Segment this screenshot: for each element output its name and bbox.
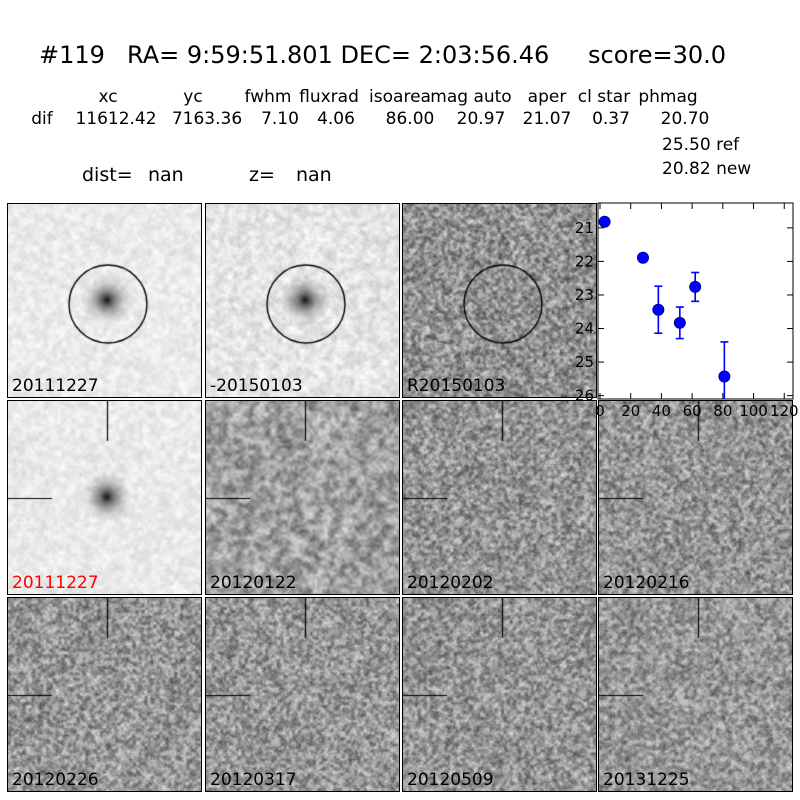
candidate-coords: RA= 9:59:51.801 DEC= 2:03:56.46 (127, 41, 550, 69)
value-phmag-dif: 20.70 (660, 109, 710, 129)
value-mag-auto: 20.97 (456, 109, 506, 129)
stamp-date-label: 20131225 (603, 770, 690, 790)
z-value: nan (296, 164, 332, 186)
phmag-new-value: 20.82 (662, 159, 711, 179)
stamp-diff-20120226: 20120226 (7, 597, 202, 792)
col-header-fwhm: fwhm (244, 87, 292, 107)
stamp-diff-20111227: 20111227 (7, 400, 202, 595)
z-label: z= (249, 164, 275, 186)
stamp-date-label: 20120317 (210, 770, 297, 790)
col-header-cl-star: cl star (577, 87, 631, 107)
stamp-date-label: R20150103 (407, 376, 506, 396)
stamp-diff-20120122: 20120122 (205, 400, 400, 595)
stamp-diff-20131225: 20131225 (598, 597, 793, 792)
stamp-date-label: 20120122 (210, 573, 297, 593)
value-fwhm: 7.10 (261, 109, 299, 129)
cutout-image (8, 204, 201, 397)
stamp-date-label: 20111227 (12, 573, 99, 593)
col-header-aper: aper (527, 87, 567, 107)
cutout-image (403, 598, 596, 791)
stamp-date-label: 20120509 (407, 770, 494, 790)
stamp-date-label: -20150103 (210, 376, 303, 396)
cutout-image (599, 401, 792, 594)
dist-value: nan (148, 164, 184, 186)
stamp-new-20111227: 20111227 (7, 203, 202, 398)
value-phmag-new: 20.82 new (662, 161, 751, 178)
stamp-R20150103: R20150103 (402, 203, 597, 398)
value-xc: 11612.42 (75, 109, 157, 129)
col-header-xc: xc (98, 87, 118, 107)
value-isoarea: 86.00 (385, 109, 435, 129)
cutout-image (8, 401, 201, 594)
value-yc: 7163.36 (171, 109, 243, 129)
row-label-dif: dif (31, 109, 53, 129)
col-header-mag-auto: mag auto (430, 87, 512, 107)
stamp-diff-20120216: 20120216 (598, 400, 793, 595)
col-header-isoarea: isoarea (369, 87, 431, 107)
phmag-ref-value: 25.50 (662, 135, 711, 155)
value-aper: 21.07 (522, 109, 572, 129)
col-header-fluxrad: fluxrad (299, 87, 359, 107)
candidate-id: #119 (39, 41, 105, 69)
stamp-date-label: 20120226 (12, 770, 99, 790)
stamp-date-label: 20120202 (407, 573, 494, 593)
cutout-image (206, 204, 399, 397)
cutout-image (206, 598, 399, 791)
phmag-new-suffix: new (716, 159, 752, 179)
dist-label: dist= (82, 164, 133, 186)
stamp-diff-20120317: 20120317 (205, 597, 400, 792)
cutout-image (403, 401, 596, 594)
cutout-image (8, 598, 201, 791)
col-header-yc: yc (183, 87, 203, 107)
value-fluxrad: 4.06 (317, 109, 355, 129)
value-phmag-ref: 25.50 ref (662, 137, 739, 154)
stamp-date-label: 20120216 (603, 573, 690, 593)
stamp-diff-20120202: 20120202 (402, 400, 597, 595)
stamp-diff-20120509: 20120509 (402, 597, 597, 792)
value-cl-star: 0.37 (592, 109, 630, 129)
phmag-ref-suffix: ref (716, 135, 740, 155)
cutout-image (599, 598, 792, 791)
cutout-image (206, 401, 399, 594)
col-header-phmag: phmag (638, 87, 698, 107)
stamp-ref-20150103: -20150103 (205, 203, 400, 398)
stamp-date-label: 20111227 (12, 376, 99, 396)
cutout-image (403, 204, 596, 397)
candidate-score: score=30.0 (588, 41, 727, 69)
